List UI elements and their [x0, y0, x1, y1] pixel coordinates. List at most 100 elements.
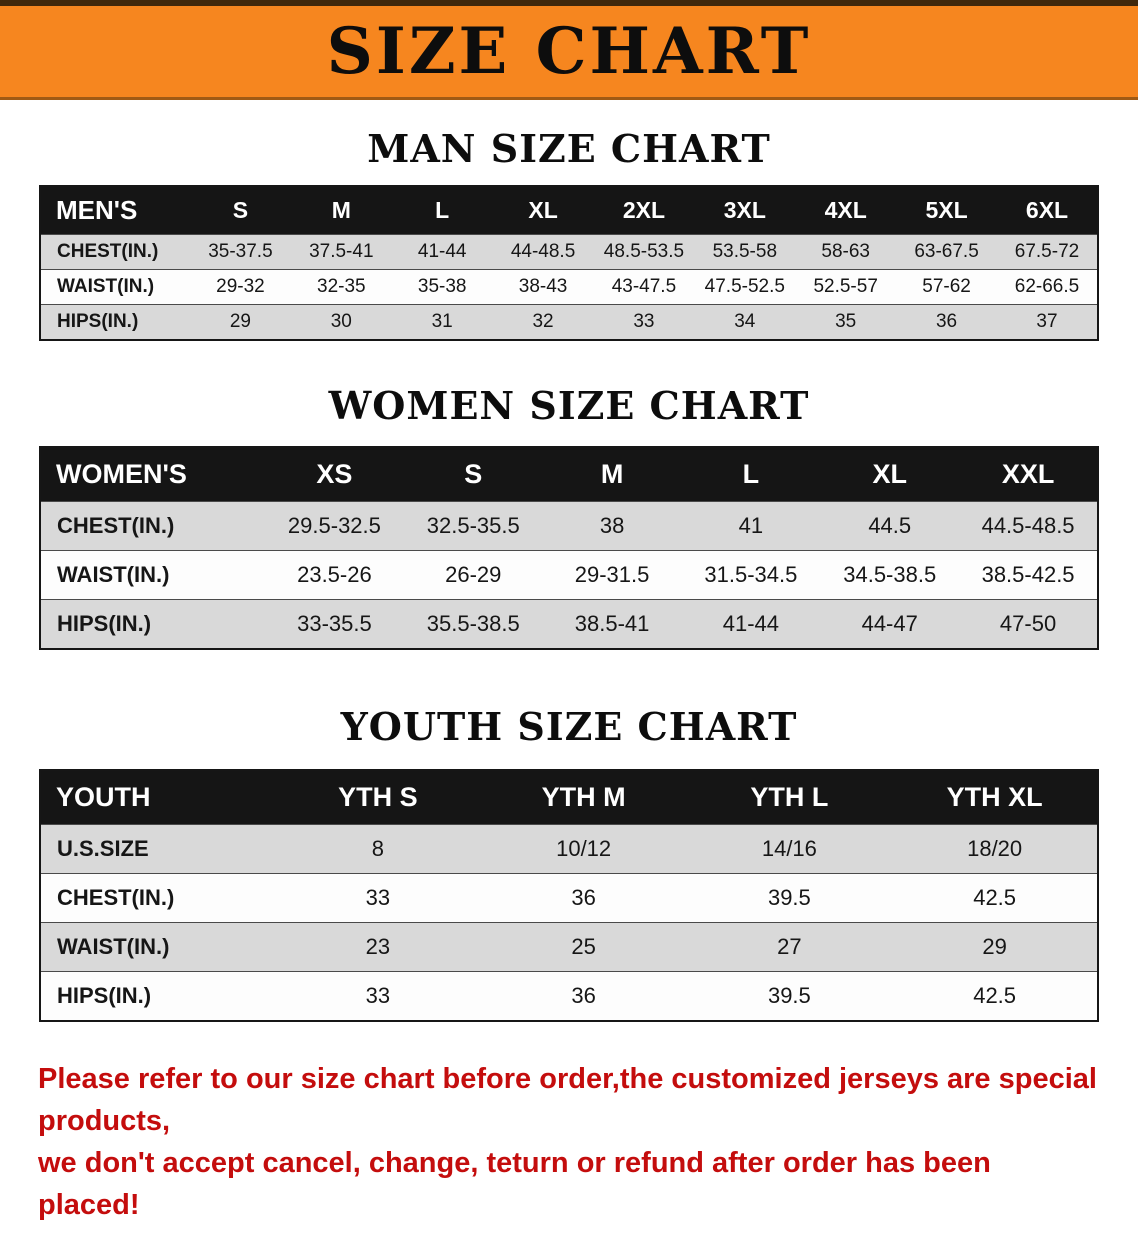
- size-header-cell: S: [403, 447, 543, 502]
- measurement-value-cell: 38: [542, 501, 682, 551]
- size-header-cell: L: [681, 447, 821, 502]
- footer-notice: Please refer to our size chart before or…: [38, 1058, 1100, 1226]
- measurement-value-cell: 42.5: [892, 971, 1098, 1021]
- women-size-section: WOMEN SIZE CHART WOMEN'S XS S M L XL XXL CHEST(…: [0, 383, 1138, 650]
- measurement-row: U.S.SIZE 8 10/12 14/16 18/20: [40, 824, 1098, 874]
- measurement-value-cell: 38-43: [492, 269, 594, 305]
- table-title-cell: YOUTH: [40, 770, 275, 825]
- measurement-value-cell: 32: [492, 304, 594, 340]
- men-section-heading: MAN SIZE CHART: [367, 126, 771, 171]
- size-header-cell: XL: [492, 186, 594, 235]
- notice-line-2: we don't accept cancel, change, teturn o…: [38, 1147, 991, 1222]
- measurement-value-cell: 29.5-32.5: [265, 501, 404, 551]
- measurement-label-cell: WAIST(IN.): [40, 269, 190, 305]
- size-header-cell: 6XL: [997, 186, 1098, 235]
- measurement-value-cell: 42.5: [892, 873, 1098, 923]
- measurement-value-cell: 27: [686, 922, 893, 972]
- measurement-value-cell: 41-44: [391, 234, 493, 270]
- measurement-value-cell: 63-67.5: [896, 234, 997, 270]
- measurement-value-cell: 41: [681, 501, 821, 551]
- measurement-value-cell: 37.5-41: [290, 234, 392, 270]
- measurement-value-cell: 36: [480, 873, 687, 923]
- measurement-value-cell: 35-38: [391, 269, 493, 305]
- measurement-value-cell: 26-29: [403, 550, 543, 600]
- measurement-value-cell: 8: [275, 824, 481, 874]
- measurement-row: HIPS(IN.) 33-35.5 35.5-38.5 38.5-41 41-44 44-…: [40, 599, 1098, 649]
- measurement-value-cell: 44.5-48.5: [959, 501, 1098, 551]
- measurement-value-cell: 47-50: [959, 599, 1098, 649]
- measurement-value-cell: 47.5-52.5: [694, 269, 796, 305]
- table-title-cell: WOMEN'S: [40, 447, 265, 502]
- measurement-row: CHEST(IN.) 35-37.5 37.5-41 41-44 44-48.5 48.5…: [40, 234, 1098, 270]
- measurement-row: CHEST(IN.) 29.5-32.5 32.5-35.5 38 41 44.5 44.5…: [40, 501, 1098, 551]
- table-header-row: MEN'S S M L XL 2XL 3XL 4XL 5XL 6XL: [40, 186, 1098, 235]
- measurement-row: CHEST(IN.) 33 36 39.5 42.5: [40, 873, 1098, 923]
- measurement-value-cell: 38.5-41: [542, 599, 682, 649]
- measurement-label-cell: CHEST(IN.): [40, 873, 275, 923]
- measurement-row: WAIST(IN.) 29-32 32-35 35-38 38-43 43-47.5 47.…: [40, 269, 1098, 305]
- measurement-label-cell: WAIST(IN.): [40, 550, 265, 600]
- measurement-value-cell: 10/12: [480, 824, 687, 874]
- measurement-label-cell: HIPS(IN.): [40, 971, 275, 1021]
- measurement-value-cell: 34.5-38.5: [820, 550, 960, 600]
- measurement-value-cell: 67.5-72: [997, 234, 1098, 270]
- measurement-value-cell: 44-48.5: [492, 234, 594, 270]
- measurement-value-cell: 29: [190, 304, 291, 340]
- women-section-heading: WOMEN SIZE CHART: [328, 383, 810, 428]
- size-header-cell: S: [190, 186, 291, 235]
- measurement-value-cell: 44-47: [820, 599, 960, 649]
- size-header-cell: YTH S: [275, 770, 481, 825]
- notice-line-1: Please refer to our size chart before or…: [38, 1063, 1097, 1138]
- measurement-value-cell: 31.5-34.5: [681, 550, 821, 600]
- size-header-cell: XS: [265, 447, 404, 502]
- size-header-cell: YTH L: [686, 770, 893, 825]
- banner: SIZE CHART: [0, 0, 1138, 100]
- size-header-cell: L: [391, 186, 493, 235]
- measurement-value-cell: 25: [480, 922, 687, 972]
- women-size-table: WOMEN'S XS S M L XL XXL CHEST(IN.) 29.5-32.5 32.5…: [39, 446, 1099, 650]
- measurement-value-cell: 18/20: [892, 824, 1098, 874]
- size-header-cell: 5XL: [896, 186, 997, 235]
- measurement-label-cell: WAIST(IN.): [40, 922, 275, 972]
- measurement-row: WAIST(IN.) 23.5-26 26-29 29-31.5 31.5-34.5 34…: [40, 550, 1098, 600]
- measurement-value-cell: 43-47.5: [593, 269, 695, 305]
- measurement-value-cell: 53.5-58: [694, 234, 796, 270]
- men-size-table: MEN'S S M L XL 2XL 3XL 4XL 5XL 6XL CHEST(IN.) 35-37…: [39, 185, 1099, 341]
- measurement-label-cell: CHEST(IN.): [40, 234, 190, 270]
- measurement-value-cell: 33-35.5: [265, 599, 404, 649]
- table-header-row: WOMEN'S XS S M L XL XXL: [40, 447, 1098, 502]
- measurement-value-cell: 35: [795, 304, 897, 340]
- table-title-cell: MEN'S: [40, 186, 190, 235]
- page-title: SIZE CHART: [326, 13, 812, 89]
- measurement-row: WAIST(IN.) 23 25 27 29: [40, 922, 1098, 972]
- table-header-row: YOUTH YTH S YTH M YTH L YTH XL: [40, 770, 1098, 825]
- measurement-value-cell: 48.5-53.5: [593, 234, 695, 270]
- measurement-value-cell: 36: [896, 304, 997, 340]
- measurement-value-cell: 33: [593, 304, 695, 340]
- measurement-value-cell: 14/16: [686, 824, 893, 874]
- measurement-value-cell: 32-35: [290, 269, 392, 305]
- youth-size-section: YOUTH SIZE CHART YOUTH YTH S YTH M YTH L YTH…: [0, 704, 1138, 1022]
- measurement-value-cell: 35-37.5: [190, 234, 291, 270]
- size-header-cell: 4XL: [795, 186, 897, 235]
- youth-size-table: YOUTH YTH S YTH M YTH L YTH XL U.S.SIZE 8 10/12…: [39, 769, 1099, 1022]
- size-header-cell: 2XL: [593, 186, 695, 235]
- measurement-value-cell: 44.5: [820, 501, 960, 551]
- men-size-section: MAN SIZE CHART MEN'S S M L XL 2XL 3XL 4XL 5XL 6XL…: [0, 126, 1138, 341]
- size-header-cell: XL: [820, 447, 960, 502]
- youth-section-heading: YOUTH SIZE CHART: [340, 704, 798, 749]
- measurement-value-cell: 29-32: [190, 269, 291, 305]
- measurement-value-cell: 37: [997, 304, 1098, 340]
- measurement-value-cell: 39.5: [686, 971, 893, 1021]
- measurement-value-cell: 33: [275, 971, 481, 1021]
- measurement-value-cell: 35.5-38.5: [403, 599, 543, 649]
- size-header-cell: M: [542, 447, 682, 502]
- measurement-value-cell: 36: [480, 971, 687, 1021]
- measurement-label-cell: HIPS(IN.): [40, 304, 190, 340]
- measurement-value-cell: 57-62: [896, 269, 997, 305]
- measurement-label-cell: HIPS(IN.): [40, 599, 265, 649]
- measurement-value-cell: 38.5-42.5: [959, 550, 1098, 600]
- measurement-value-cell: 52.5-57: [795, 269, 897, 305]
- size-header-cell: M: [290, 186, 392, 235]
- size-header-cell: XXL: [959, 447, 1098, 502]
